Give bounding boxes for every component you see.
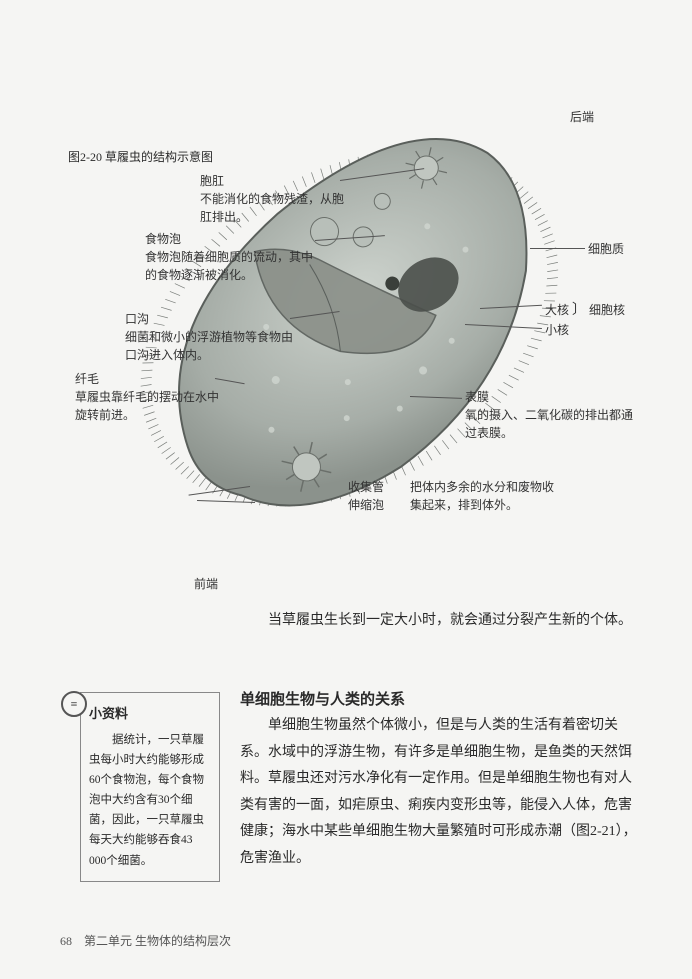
label-pellicle-title: 表膜 [465, 388, 635, 406]
sidebox-title: 小资料 [89, 703, 211, 726]
label-nucleus: 大核 〕 细胞核 小核 [545, 300, 655, 339]
label-pellicle-desc: 氧的摄入、二氧化碳的排出都通过表膜。 [465, 406, 635, 442]
label-fv-desc: 食物泡随着细胞质的流动，其中的食物逐渐被消化。 [145, 248, 320, 284]
label-nucleus-group: 细胞核 [589, 303, 625, 317]
label-cilia-desc: 草履虫靠纤毛的摆动在水中旋转前进。 [75, 388, 220, 424]
label-posterior: 后端 [570, 108, 594, 126]
label-contractile-desc: 把体内多余的水分和废物收集起来，排到体外。 [410, 478, 565, 514]
label-cilia: 纤毛 草履虫靠纤毛的摆动在水中旋转前进。 [75, 370, 220, 424]
label-collect-tube: 收集管 [314, 478, 384, 496]
unit-title: 第二单元 生物体的结构层次 [84, 934, 231, 948]
label-oral-groove: 口沟 细菌和微小的浮游植物等食物由口沟进入体内。 [125, 310, 300, 364]
label-micronucleus: 小核 [545, 323, 569, 337]
label-cilia-title: 纤毛 [75, 370, 220, 388]
label-cytoplasm: 细胞质 [588, 240, 624, 258]
page-number: 68 [60, 934, 72, 948]
info-sidebox: ≡ 小资料 据统计，一只草履虫每小时大约能够形成60个食物泡，每个食物泡中大约含… [80, 692, 220, 882]
label-og-desc: 细菌和微小的浮游植物等食物由口沟进入体内。 [125, 328, 300, 364]
section-title: 单细胞生物与人类的关系 [240, 688, 405, 709]
label-macronucleus: 大核 [545, 303, 569, 317]
label-anterior: 前端 [194, 575, 218, 593]
label-anus-desc: 不能消化的食物残渣，从胞肛排出。 [200, 190, 350, 226]
label-food-vacuole: 食物泡 食物泡随着细胞质的流动，其中的食物逐渐被消化。 [145, 230, 320, 284]
label-contractile-vacuole: 伸缩泡 [314, 496, 384, 514]
label-anus-title: 胞肛 [200, 172, 350, 190]
para-after-figure: 当草履虫生长到一定大小时，就会通过分裂产生新的个体。 [240, 608, 640, 635]
label-pellicle: 表膜 氧的摄入、二氧化碳的排出都通过表膜。 [465, 388, 635, 442]
paramecium-diagram: 后端 胞肛 不能消化的食物残渣，从胞肛排出。 食物泡 食物泡随着细胞质的流动，其… [60, 100, 660, 590]
label-og-title: 口沟 [125, 310, 300, 328]
label-fv-title: 食物泡 [145, 230, 320, 248]
main-paragraph: 单细胞生物虽然个体微小，但是与人类的生活有着密切关系。水域中的浮游生物，有许多是… [240, 713, 642, 873]
label-anus: 胞肛 不能消化的食物残渣，从胞肛排出。 [200, 172, 350, 226]
label-contractile: 收集管 伸缩泡 [314, 478, 384, 514]
sidebox-icon: ≡ [61, 691, 87, 717]
page-footer: 68 第二单元 生物体的结构层次 [60, 932, 231, 949]
sidebox-content: 据统计，一只草履虫每小时大约能够形成60个食物泡，每个食物泡中大约含有30个细菌… [89, 730, 211, 871]
